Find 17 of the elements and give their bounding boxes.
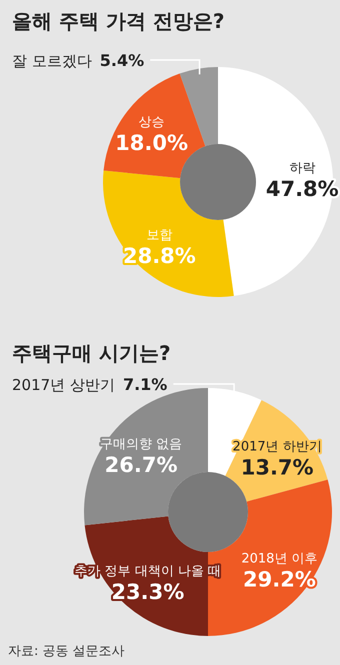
data-label: 7.1% <box>122 375 168 394</box>
data-label: 5.4% <box>100 51 144 70</box>
slice-label: 2018년 이후 <box>241 552 318 567</box>
data-label: 13.7% <box>240 455 314 480</box>
text: 자료: 공동 설문조사 <box>8 644 125 659</box>
data-label: 26.7% <box>104 452 178 477</box>
slice-label: 잘 모르겠다 <box>12 52 92 70</box>
slice-label: 보합 <box>146 228 172 243</box>
data-label: 23.3% <box>111 580 184 604</box>
slice-label: 상승 <box>138 114 165 130</box>
chart-title: 주택구매 시기는? <box>12 341 171 365</box>
chart-title: 올해 주택 가격 전망은? <box>12 9 224 33</box>
slice-label: 2017년 상반기 <box>12 376 115 394</box>
slice-label: 추가 정부 대책이 나올 때 <box>74 564 222 579</box>
data-label: 47.8% <box>266 177 339 202</box>
data-label: 18.0% <box>115 130 188 155</box>
slice-label: 하락 <box>289 161 316 176</box>
